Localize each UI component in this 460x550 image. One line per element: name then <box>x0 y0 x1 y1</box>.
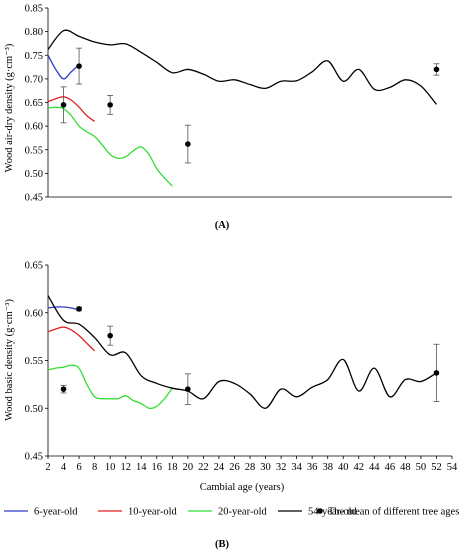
panel-b-x-tick-label: 44 <box>369 462 380 473</box>
panel-a-series-54-year-old <box>47 29 437 105</box>
panel-a-y-tick-label: 0.65 <box>25 98 43 109</box>
panel-b-x-tick-label: 34 <box>291 462 302 473</box>
panel-a-y-tick-label: 0.85 <box>25 4 43 15</box>
panel-b-mean-point <box>433 370 440 376</box>
panel-a-series-10-year-old <box>47 96 96 122</box>
panel-b-x-tick-label: 46 <box>385 462 396 473</box>
panel-a-y-tick-label: 0.50 <box>25 169 43 180</box>
panel-b-x-tick-label: 42 <box>354 462 365 473</box>
panel-b-series-10-year-old <box>47 326 96 352</box>
panel-b-y-tick-label: 0.65 <box>25 261 43 272</box>
panel-b-mean-point <box>107 332 113 339</box>
panel-b-mean-point <box>60 386 67 392</box>
panel-a-mean-point <box>433 66 440 73</box>
panel-b-x-tick-label: 54 <box>447 462 458 473</box>
panel-a-mean-point <box>185 141 191 147</box>
panel-b-x-tick-label: 36 <box>307 462 318 473</box>
panel-b-mean-point <box>76 306 82 312</box>
legend-label: 20-year-old <box>218 507 268 518</box>
panel-a-mean-point <box>107 102 113 108</box>
panel-a-y-tick-label: 0.80 <box>25 27 43 38</box>
panel-b-chart: Wood basic density (g·cm⁻³) Cambial age … <box>4 261 458 550</box>
panel-a-label: (A) <box>215 220 230 231</box>
panel-b-y-tick-label: 0.55 <box>25 356 43 367</box>
panel-b-ylabel: Wood basic density (g·cm⁻³) <box>4 299 15 421</box>
panel-b-series-6-year-old <box>47 306 80 311</box>
panel-b-y-tick-label: 0.60 <box>25 308 43 319</box>
panel-b-series-54-year-old <box>47 295 437 409</box>
panel-b-x-tick-label: 10 <box>105 462 116 473</box>
legend-label: 10-year-old <box>128 507 178 518</box>
panel-b-x-tick-label: 52 <box>431 462 442 473</box>
legend: 6-year-old 10-year-old 20-year-old 54-year-… <box>4 507 459 518</box>
panel-b-x-tick-label: 40 <box>338 462 349 473</box>
panel-b-mean-point <box>185 386 191 392</box>
panel-b-x-tick-label: 4 <box>61 462 67 473</box>
panel-a-ylabel: Wood air-dry density (g·cm⁻³) <box>4 43 15 172</box>
panel-b-y-tick-label: 0.50 <box>25 404 43 415</box>
panel-b-x-tick-label: 26 <box>229 462 240 473</box>
panel-a-series-6-year-old <box>47 54 80 80</box>
panel-b-x-tick-label: 14 <box>136 462 147 473</box>
panel-b-x-tick-label: 48 <box>400 462 411 473</box>
legend-label: 54-year-old <box>308 507 358 518</box>
panel-b-x-tick-label: 50 <box>416 462 427 473</box>
panel-a-mean-point <box>76 63 82 69</box>
panel-b-x-tick-label: 28 <box>245 462 256 473</box>
panel-b-x-tick-label: 12 <box>120 462 131 473</box>
panel-a-chart: Wood air-dry density (g·cm⁻³) (A) 0.45 0.… <box>4 4 452 231</box>
legend-marker-swatch <box>317 508 323 514</box>
panel-a-y-tick-label: 0.55 <box>25 145 43 156</box>
panel-b-x-tick-label: 30 <box>260 462 271 473</box>
panel-a-y-tick-label: 0.60 <box>25 122 43 133</box>
panel-a-series-20-year-old <box>47 106 173 187</box>
panel-a-y-tick-label: 0.70 <box>25 74 43 85</box>
panel-b-x-tick-label: 18 <box>167 462 178 473</box>
legend-label: The mean of different tree ages <box>328 507 459 518</box>
panel-b-x-tick-label: 16 <box>152 462 163 473</box>
panel-a-y-tick-label: 0.75 <box>25 51 43 62</box>
panel-b-y-tick-label: 0.45 <box>25 452 43 463</box>
panel-b-x-tick-label: 38 <box>322 462 333 473</box>
legend-label: 6-year-old <box>34 507 78 518</box>
panel-b-x-tick-label: 22 <box>198 462 209 473</box>
panel-b-x-tick-label: 20 <box>183 462 194 473</box>
panel-b-x-tick-label: 24 <box>214 462 225 473</box>
panel-a-y-tick-label: 0.45 <box>25 193 43 204</box>
panel-b-xlabel: Cambial age (years) <box>200 482 285 493</box>
panel-b-x-tick-label: 2 <box>45 462 50 473</box>
panel-b-series-20-year-old <box>47 364 173 410</box>
panel-b-x-tick-label: 32 <box>276 462 287 473</box>
panel-b-label: (B) <box>215 539 230 550</box>
panel-a-mean-point <box>60 102 67 108</box>
panel-b-x-tick-label: 8 <box>92 462 97 473</box>
panel-b-x-tick-label: 6 <box>76 462 81 473</box>
